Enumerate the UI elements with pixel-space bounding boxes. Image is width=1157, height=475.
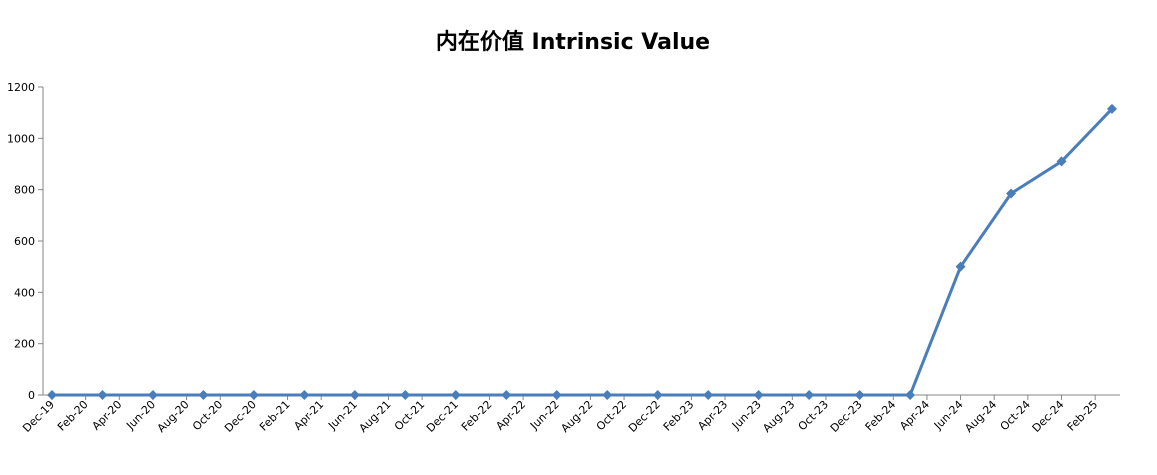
data-point bbox=[905, 390, 916, 400]
x-tick-label: Feb-24 bbox=[863, 398, 899, 434]
y-tick-label: 600 bbox=[14, 235, 35, 248]
data-point bbox=[349, 390, 360, 400]
y-tick-label: 200 bbox=[14, 338, 35, 351]
x-tick-label: Aug-22 bbox=[558, 398, 595, 435]
data-point bbox=[47, 390, 57, 400]
y-tick-label: 1000 bbox=[7, 132, 35, 145]
data-point bbox=[602, 390, 613, 400]
x-tick-label: Aug-23 bbox=[760, 398, 797, 435]
data-point bbox=[1006, 188, 1017, 199]
data-point bbox=[1056, 156, 1067, 167]
data-point bbox=[299, 390, 310, 400]
data-point bbox=[97, 390, 108, 400]
x-tick-label: Apr-24 bbox=[897, 398, 932, 433]
data-point bbox=[1107, 103, 1117, 114]
data-point bbox=[753, 390, 764, 400]
data-point bbox=[804, 390, 815, 400]
x-tick-label: Jun-24 bbox=[931, 398, 966, 433]
series-line bbox=[52, 107, 1114, 397]
y-tick-label: 400 bbox=[14, 286, 35, 299]
data-point bbox=[652, 390, 663, 400]
x-tick-label: Dec-24 bbox=[1030, 398, 1067, 435]
data-point bbox=[450, 390, 461, 400]
x-tick-label: Aug-21 bbox=[357, 398, 394, 435]
x-tick-label: Feb-22 bbox=[459, 398, 495, 434]
data-point bbox=[147, 390, 158, 400]
data-point bbox=[501, 390, 512, 400]
x-tick-label: Oct-24 bbox=[998, 398, 1033, 433]
x-tick-label: Oct-23 bbox=[796, 398, 831, 433]
x-tick-label: Dec-19 bbox=[20, 398, 57, 435]
data-point bbox=[400, 390, 411, 400]
y-tick-label: 0 bbox=[28, 389, 35, 402]
x-tick-label: Dec-21 bbox=[424, 398, 461, 435]
x-tick-label: Apr-23 bbox=[695, 398, 730, 433]
x-tick-label: Apr-20 bbox=[90, 398, 125, 433]
data-point bbox=[248, 390, 259, 400]
x-tick-label: Dec-22 bbox=[626, 398, 663, 435]
y-tick-label: 800 bbox=[14, 184, 35, 197]
x-tick-label: Apr-21 bbox=[291, 398, 326, 433]
x-tick-label: Jun-23 bbox=[729, 398, 764, 433]
x-tick-label: Jun-22 bbox=[527, 398, 562, 433]
data-point bbox=[551, 390, 562, 400]
x-tick-label: Jun-21 bbox=[325, 398, 360, 433]
x-tick-label: Jun-20 bbox=[123, 398, 158, 433]
x-tick-label: Aug-20 bbox=[155, 398, 192, 435]
data-point bbox=[955, 261, 966, 272]
x-tick-label: Feb-20 bbox=[55, 398, 91, 434]
x-tick-label: Oct-22 bbox=[594, 398, 629, 433]
data-point bbox=[198, 390, 209, 400]
data-point bbox=[703, 390, 714, 400]
x-tick-label: Dec-20 bbox=[222, 398, 259, 435]
x-tick-label: Aug-24 bbox=[962, 398, 999, 435]
x-tick-label: Dec-23 bbox=[828, 398, 865, 435]
x-tick-label: Feb-23 bbox=[661, 398, 697, 434]
x-tick-label: Feb-25 bbox=[1065, 398, 1101, 434]
x-tick-label: Apr-22 bbox=[493, 398, 528, 433]
chart-title: 内在价值 Intrinsic Value bbox=[436, 29, 710, 55]
x-tick-label: Oct-20 bbox=[190, 398, 225, 433]
data-point bbox=[854, 390, 865, 400]
y-tick-label: 1200 bbox=[7, 81, 35, 94]
x-tick-label: Feb-21 bbox=[257, 398, 293, 434]
x-tick-label: Oct-21 bbox=[392, 398, 427, 433]
